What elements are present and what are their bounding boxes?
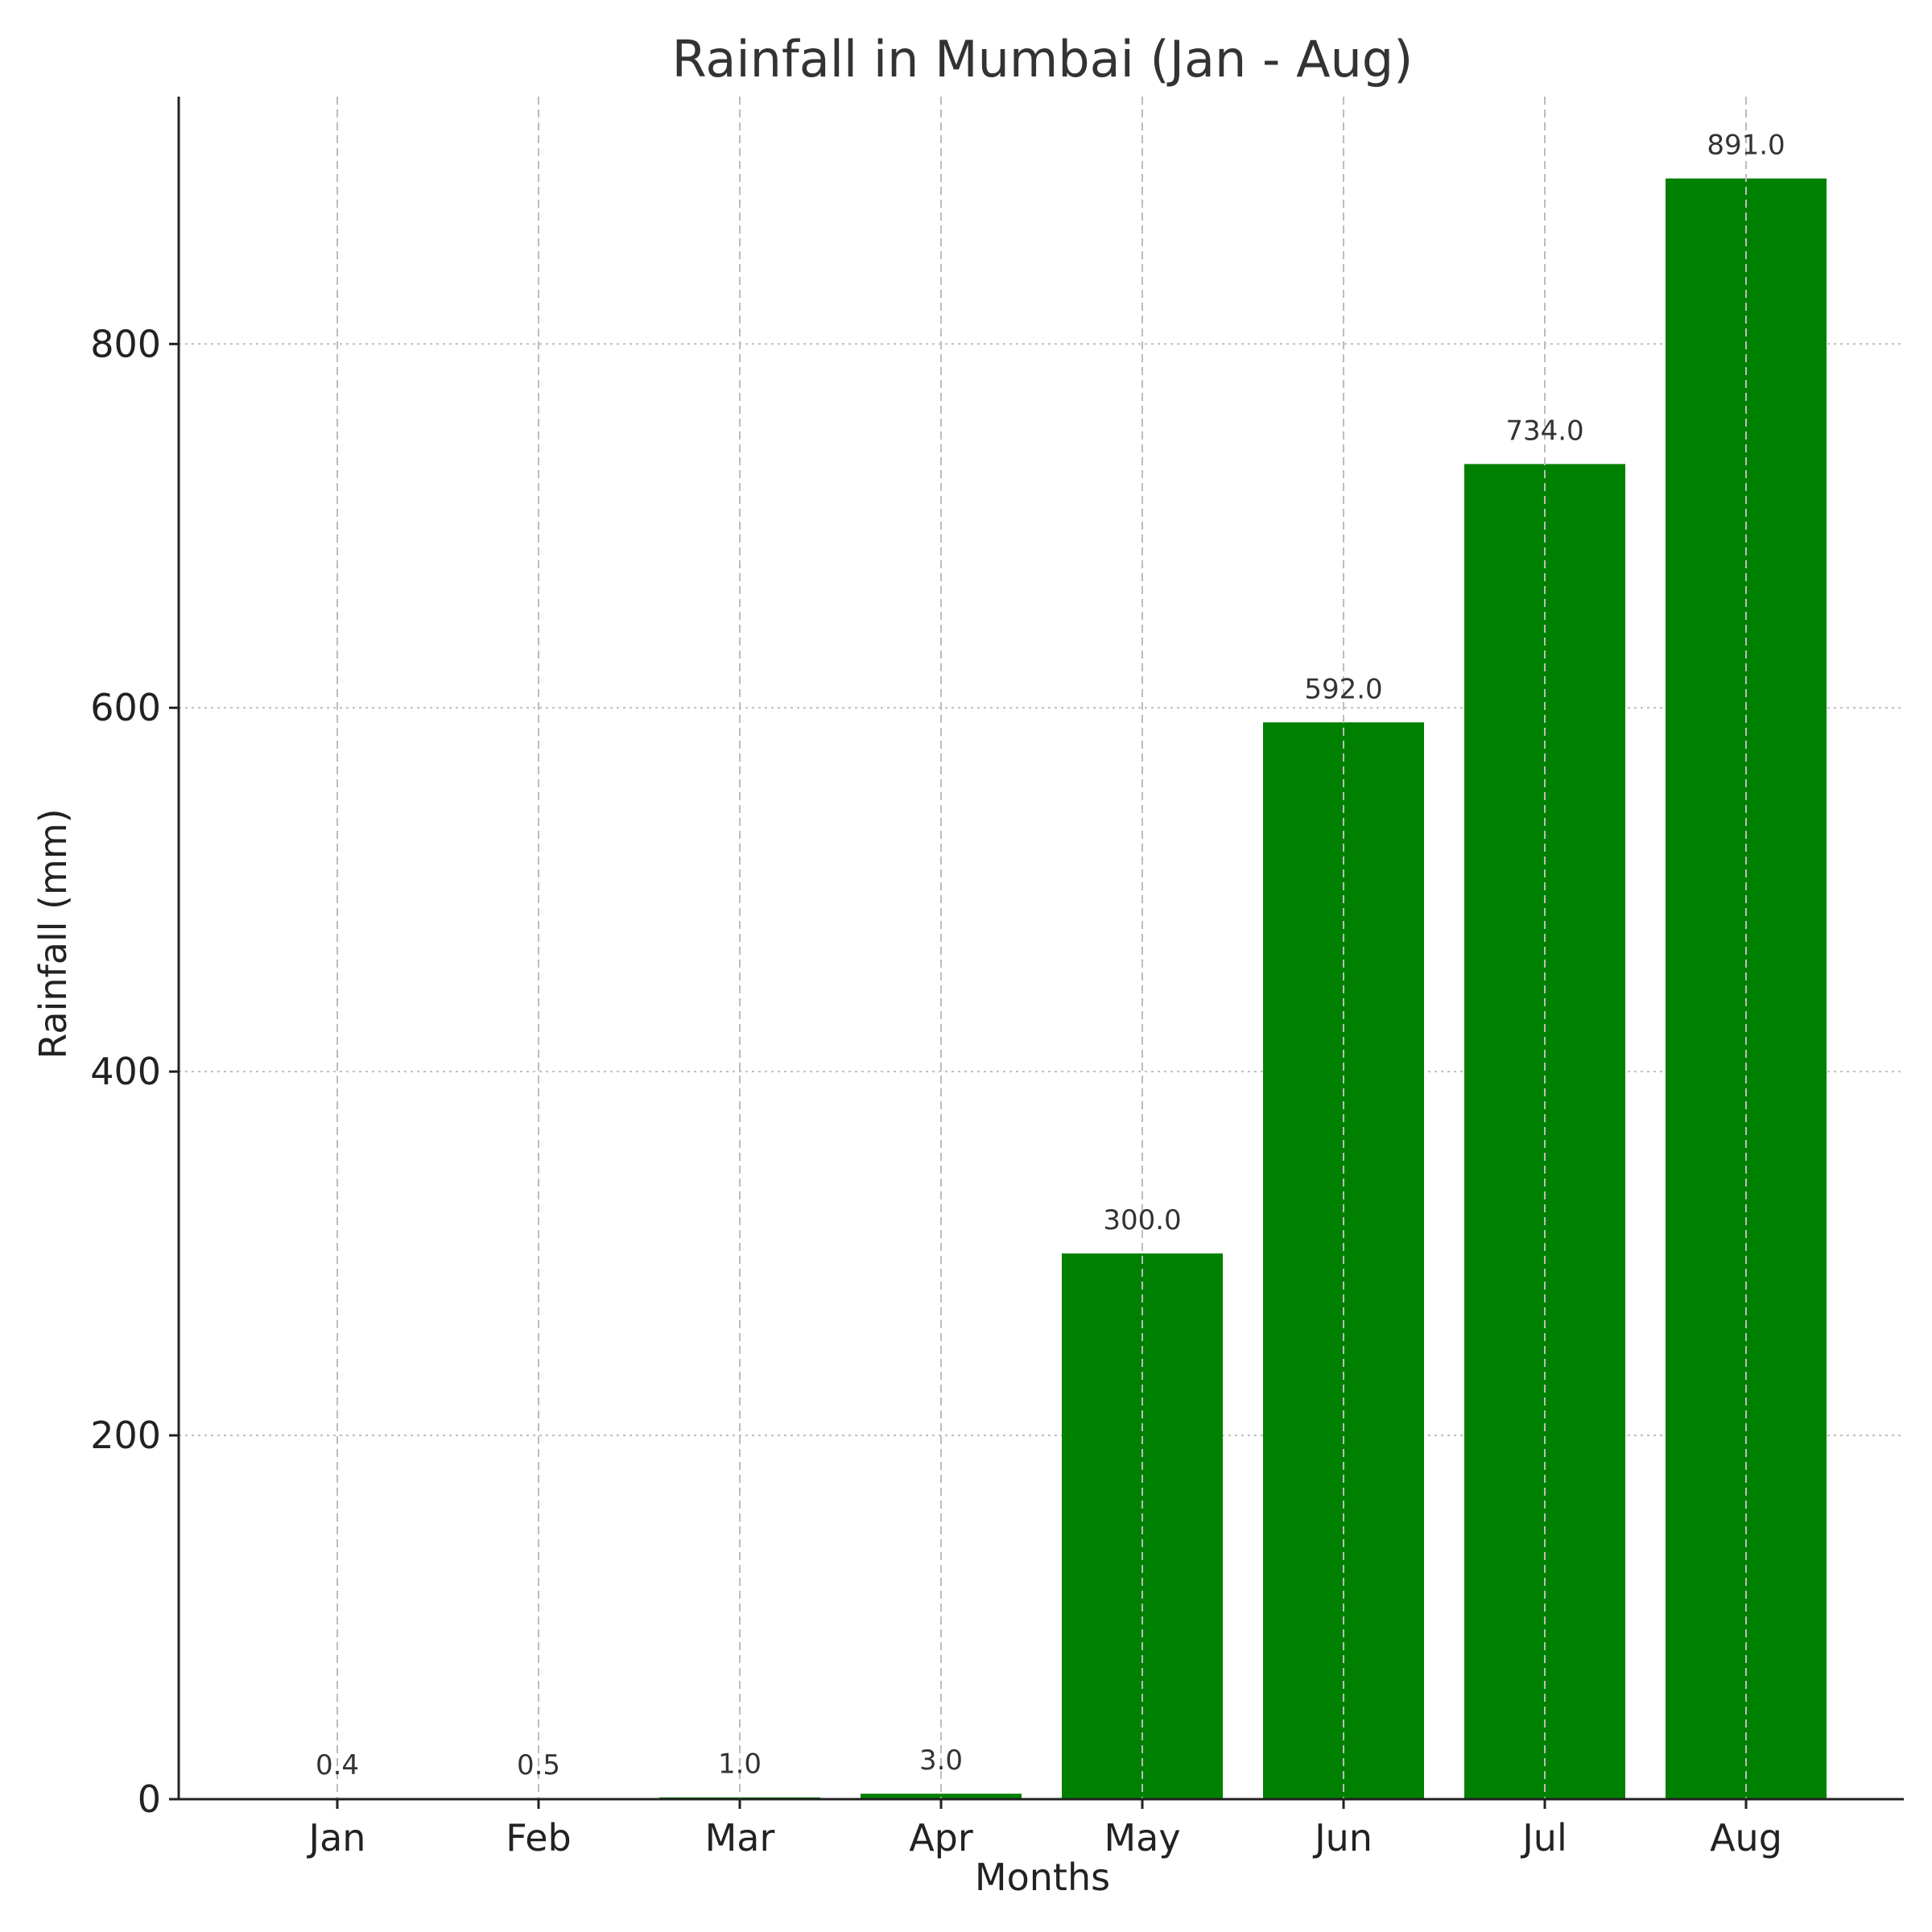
y-tick-label: 800	[90, 322, 161, 365]
x-tick-label: Apr	[909, 1816, 973, 1860]
y-axis-title: Rainfall (mm)	[31, 808, 75, 1059]
axis-layer	[169, 97, 1904, 1809]
x-tick-label: Mar	[705, 1816, 775, 1860]
x-tick-label: May	[1104, 1816, 1180, 1860]
y-tick-label: 200	[90, 1414, 161, 1457]
data-label: 1.0	[718, 1748, 762, 1781]
bar-layer	[257, 178, 1827, 1800]
x-tick-label: Feb	[506, 1816, 571, 1860]
x-tick-label: Jul	[1520, 1816, 1567, 1860]
x-tick-label: Jun	[1312, 1816, 1373, 1860]
data-label: 734.0	[1505, 415, 1583, 447]
data-label: 3.0	[919, 1744, 963, 1777]
y-tick-label: 0	[138, 1777, 161, 1821]
data-label: 0.4	[316, 1749, 359, 1781]
vertical-grid-layer	[336, 97, 1747, 1799]
y-tick-label: 400	[90, 1050, 161, 1093]
chart-title: Rainfall in Mumbai (Jan - Aug)	[672, 30, 1414, 89]
label-layer: 0 200 400 600 800 Jan Feb Mar Apr May Jun Jul Aug 0.4…	[90, 130, 1785, 1860]
bar-apr	[861, 1794, 1022, 1799]
data-label: 592.0	[1304, 673, 1382, 705]
data-label: 300.0	[1103, 1204, 1181, 1236]
data-label: 0.5	[517, 1749, 560, 1781]
y-tick-label: 600	[90, 686, 161, 729]
data-label: 891.0	[1707, 130, 1785, 162]
x-axis-title: Months	[975, 1856, 1110, 1899]
x-tick-label: Aug	[1710, 1816, 1782, 1860]
grid-layer	[179, 343, 1904, 1437]
x-tick-label: Jan	[307, 1816, 366, 1860]
